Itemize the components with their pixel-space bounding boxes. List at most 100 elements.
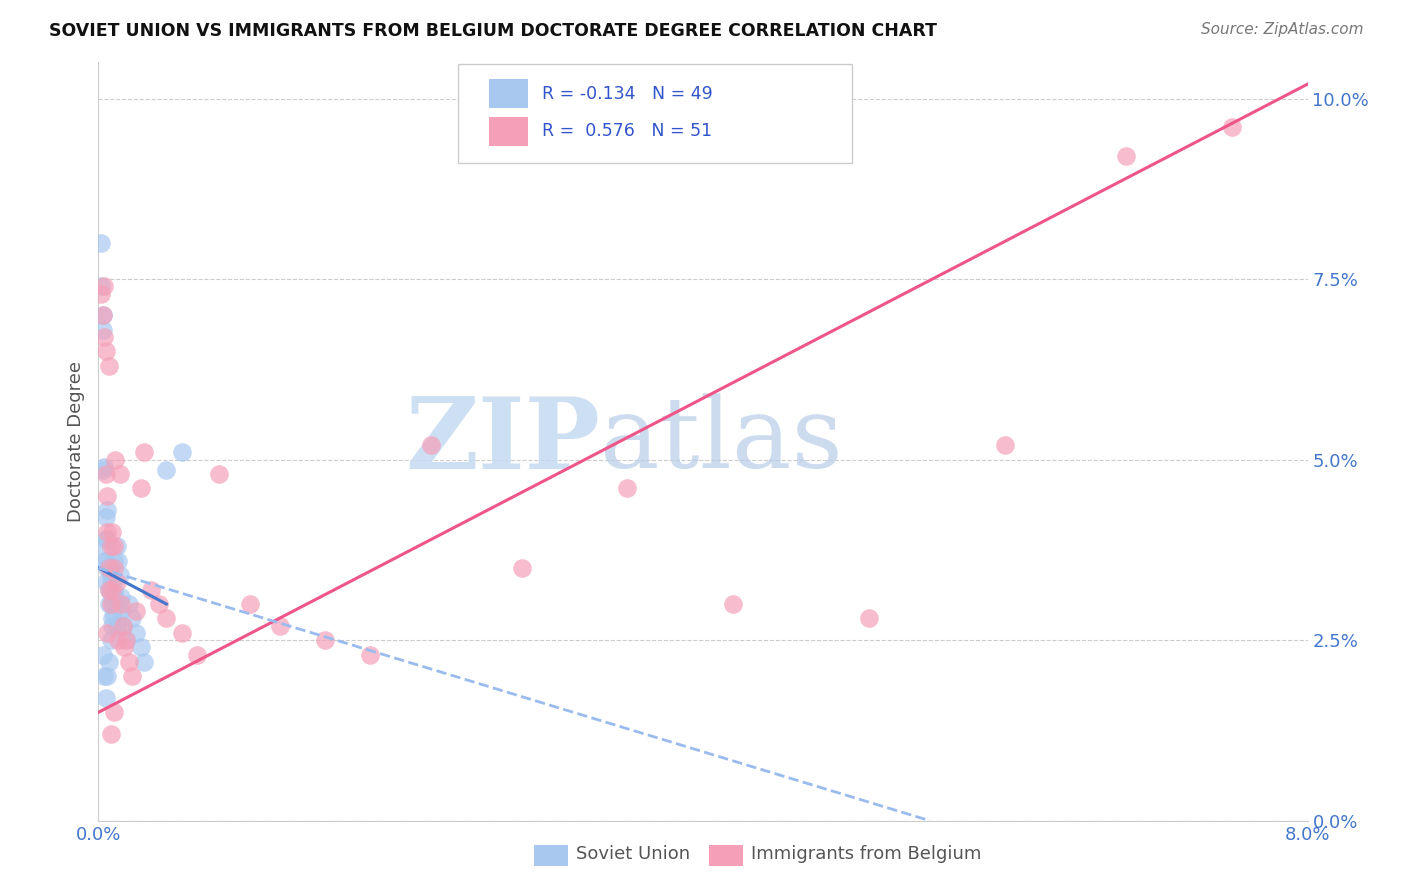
Point — [112, 640, 135, 655]
Point — [723, 597, 745, 611]
Point — [108, 568, 131, 582]
Bar — [489, 79, 527, 108]
Point — [96, 503, 118, 517]
Point — [94, 532, 117, 546]
Point — [129, 482, 152, 496]
Y-axis label: Doctorate Degree: Doctorate Degree — [66, 361, 84, 522]
Point — [994, 438, 1017, 452]
Point — [132, 445, 155, 459]
Point — [100, 575, 122, 590]
Point — [616, 482, 638, 496]
Point — [98, 582, 121, 597]
Point — [114, 633, 136, 648]
Point — [96, 561, 118, 575]
Point — [101, 597, 124, 611]
Point — [155, 463, 177, 477]
Point — [96, 626, 118, 640]
Point — [101, 611, 124, 625]
Point — [93, 459, 115, 474]
Point — [101, 582, 124, 597]
Point — [155, 611, 177, 625]
Point — [94, 554, 117, 568]
Point — [1220, 120, 1243, 135]
Point — [105, 618, 128, 632]
Point — [94, 690, 117, 705]
Point — [96, 489, 118, 503]
Point — [111, 618, 134, 632]
Point — [90, 235, 112, 250]
Point — [111, 618, 134, 632]
Point — [125, 626, 148, 640]
Point — [98, 359, 121, 373]
Point — [239, 597, 262, 611]
Point — [93, 669, 115, 683]
Point — [208, 467, 231, 481]
Point — [101, 524, 124, 539]
Text: ZIP: ZIP — [405, 393, 600, 490]
Point — [121, 611, 143, 625]
Text: R =  0.576   N = 51: R = 0.576 N = 51 — [543, 122, 713, 140]
Point — [96, 524, 118, 539]
Point — [170, 445, 193, 459]
Point — [510, 561, 533, 575]
Bar — [534, 845, 568, 866]
Point — [170, 626, 193, 640]
Point — [94, 467, 117, 481]
Point — [103, 554, 125, 568]
Point — [90, 279, 112, 293]
Point — [100, 597, 122, 611]
Point — [104, 590, 127, 604]
Point — [1115, 149, 1137, 163]
Point — [420, 438, 443, 452]
Point — [100, 727, 122, 741]
Point — [96, 669, 118, 683]
Point — [94, 575, 117, 590]
Point — [125, 604, 148, 618]
Point — [269, 618, 291, 632]
FancyBboxPatch shape — [457, 64, 852, 163]
Point — [110, 597, 132, 611]
Point — [93, 554, 115, 568]
Point — [103, 539, 125, 553]
Point — [94, 344, 117, 359]
Point — [858, 611, 880, 625]
Point — [91, 323, 114, 337]
Point — [104, 452, 127, 467]
Point — [91, 308, 114, 322]
Bar — [709, 845, 742, 866]
Point — [96, 532, 118, 546]
Point — [107, 554, 129, 568]
Point — [186, 648, 208, 662]
Point — [98, 655, 121, 669]
Point — [110, 604, 132, 618]
Text: atlas: atlas — [600, 393, 844, 490]
Point — [121, 669, 143, 683]
Point — [118, 597, 141, 611]
Point — [103, 607, 125, 622]
Point — [93, 539, 115, 553]
Point — [105, 575, 128, 590]
Point — [114, 633, 136, 648]
Point — [103, 582, 125, 597]
Point — [314, 633, 336, 648]
Point — [93, 330, 115, 344]
Point — [107, 633, 129, 648]
Text: SOVIET UNION VS IMMIGRANTS FROM BELGIUM DOCTORATE DEGREE CORRELATION CHART: SOVIET UNION VS IMMIGRANTS FROM BELGIUM … — [49, 22, 938, 40]
Point — [98, 582, 121, 597]
Text: Immigrants from Belgium: Immigrants from Belgium — [751, 845, 981, 863]
Point — [91, 308, 114, 322]
Point — [94, 510, 117, 524]
Point — [105, 539, 128, 553]
Text: Source: ZipAtlas.com: Source: ZipAtlas.com — [1201, 22, 1364, 37]
Point — [132, 655, 155, 669]
Point — [141, 582, 163, 597]
Point — [103, 706, 125, 720]
Point — [148, 597, 170, 611]
Point — [108, 467, 131, 481]
Point — [93, 279, 115, 293]
Point — [98, 561, 121, 575]
Point — [90, 286, 112, 301]
Point — [100, 539, 122, 553]
Point — [100, 633, 122, 648]
Point — [91, 648, 114, 662]
